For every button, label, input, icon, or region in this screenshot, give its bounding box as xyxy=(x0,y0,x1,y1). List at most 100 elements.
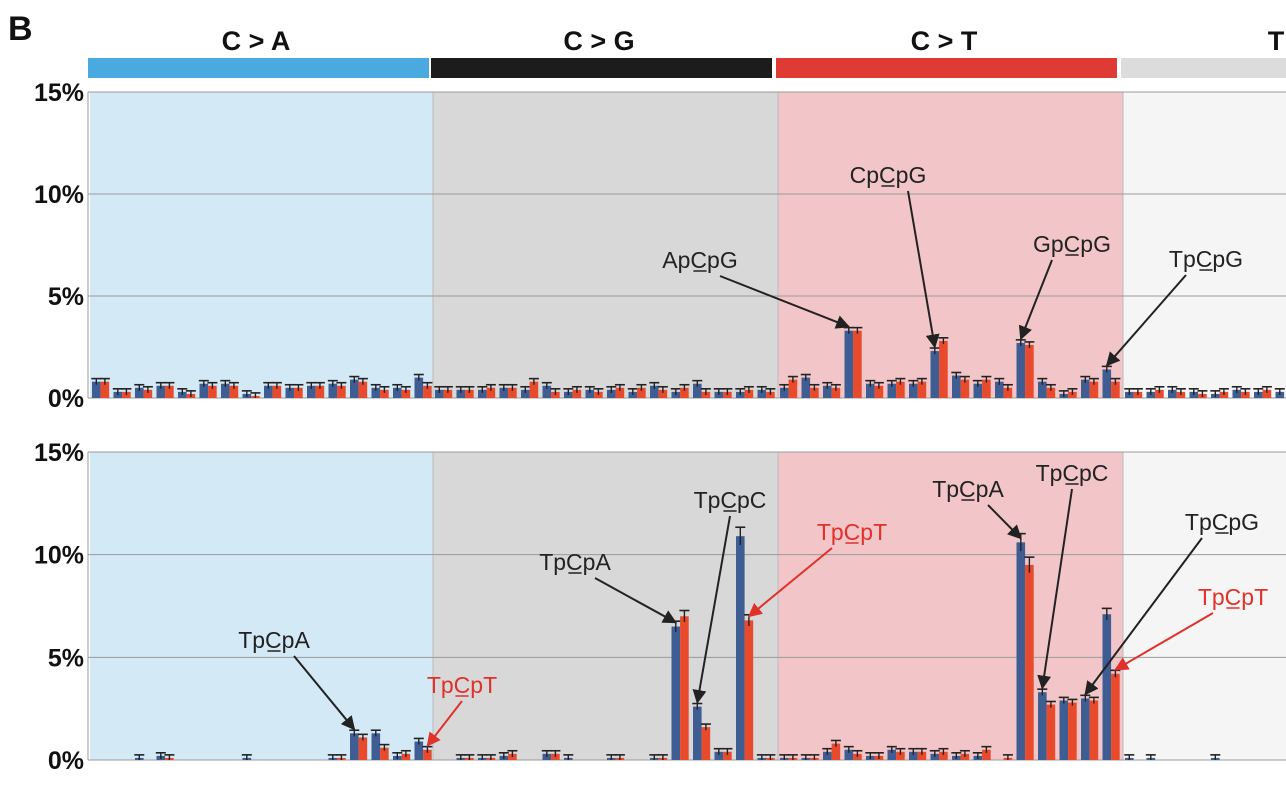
bar xyxy=(693,383,702,398)
bar xyxy=(350,733,359,760)
bar xyxy=(542,385,552,398)
bar xyxy=(917,751,927,760)
bar xyxy=(1016,542,1026,760)
annotation-label: TpCpT xyxy=(817,519,887,545)
ytick-label: 10% xyxy=(34,542,84,570)
bar xyxy=(939,751,948,760)
bar xyxy=(982,379,991,398)
bar xyxy=(285,387,295,398)
class-strip-ctog xyxy=(431,58,772,78)
bottom-panel-chart: 0% 5% 10% 15% TpCpA TpCpT TpCpA TpCpC TpCpT TpCpA… xyxy=(34,439,1286,775)
bar xyxy=(909,751,918,760)
bar xyxy=(508,387,517,398)
annotation-arrow xyxy=(1018,259,1053,341)
annotation-arrow xyxy=(747,547,833,618)
annotation-label: TpCpA xyxy=(238,627,310,653)
annotation-label: TpCpT xyxy=(1198,584,1268,610)
panel-label: B xyxy=(8,10,33,48)
bar xyxy=(917,381,927,398)
annotation-arrow xyxy=(1105,274,1187,367)
bar xyxy=(1046,387,1056,398)
bar xyxy=(823,751,832,760)
bar xyxy=(930,351,940,398)
bar xyxy=(1016,342,1026,398)
bar xyxy=(1102,614,1112,760)
bar xyxy=(1038,692,1047,760)
bar xyxy=(486,387,496,398)
bar xyxy=(744,389,754,398)
bar xyxy=(294,387,303,398)
bar xyxy=(615,387,625,398)
ytick-label: 15% xyxy=(34,439,84,467)
bar xyxy=(1111,381,1120,398)
bar xyxy=(780,387,789,398)
annotation-arrow xyxy=(719,275,851,329)
ytick-label: 5% xyxy=(48,283,84,311)
bar xyxy=(960,753,970,760)
bar xyxy=(380,747,389,760)
class-label-ctot: C > T xyxy=(911,26,978,56)
bar xyxy=(952,375,961,398)
bar xyxy=(939,340,948,398)
ytick-label: 10% xyxy=(34,181,84,209)
annotation-arrow xyxy=(987,504,1022,540)
bar xyxy=(100,381,110,398)
bar xyxy=(1089,700,1099,760)
bar xyxy=(1038,381,1047,398)
annotation-label: ApCpG xyxy=(662,247,737,273)
bar xyxy=(221,383,230,398)
bar xyxy=(414,377,424,398)
mutation-class-header: C > A C > G C > T T xyxy=(88,26,1286,78)
annotation-label: TpCpC xyxy=(694,487,767,513)
annotation-arrow xyxy=(692,515,731,704)
bar xyxy=(1046,704,1056,760)
bar xyxy=(572,389,582,398)
bar xyxy=(607,389,616,398)
bar xyxy=(478,389,487,398)
bar xyxy=(423,749,432,760)
class-label-ctoa: C > A xyxy=(222,26,291,56)
annotation-label: TpCpA xyxy=(539,549,611,575)
bg-top-ctog xyxy=(433,92,778,398)
bar xyxy=(831,387,841,398)
bar xyxy=(844,749,854,760)
bar xyxy=(714,751,724,760)
bar xyxy=(1025,344,1034,398)
bar xyxy=(831,743,841,760)
bar xyxy=(844,330,854,398)
bar xyxy=(658,389,668,398)
bar xyxy=(995,381,1004,398)
bar xyxy=(165,385,174,398)
bar xyxy=(371,733,381,760)
bar xyxy=(973,383,983,398)
bar xyxy=(135,387,144,398)
bar xyxy=(757,389,767,398)
bar xyxy=(1102,369,1112,398)
bg-bottom-ctog xyxy=(433,452,778,760)
annotation-arrow xyxy=(1114,612,1214,671)
bar xyxy=(337,385,346,398)
bar xyxy=(1168,389,1177,398)
bar xyxy=(637,387,646,398)
bar xyxy=(350,379,359,398)
annotation-arrow xyxy=(1084,537,1203,696)
bar xyxy=(393,387,402,398)
bar xyxy=(456,389,466,398)
annotation-label: CpCpG xyxy=(850,162,927,188)
annotation-label: TpCpC xyxy=(1036,460,1109,486)
bg-top-ctoa xyxy=(90,92,435,398)
bar xyxy=(156,385,166,398)
bar xyxy=(736,536,745,760)
bar xyxy=(229,385,239,398)
bar xyxy=(465,389,474,398)
bar xyxy=(315,385,325,398)
ytick-label: 15% xyxy=(34,79,84,107)
bar xyxy=(788,379,798,398)
bar xyxy=(272,385,282,398)
annotation-label: TpCpG xyxy=(1185,509,1259,535)
bar xyxy=(401,389,411,398)
bar xyxy=(508,753,517,760)
bar xyxy=(199,383,209,398)
bg-bottom-ctoa xyxy=(90,452,435,760)
